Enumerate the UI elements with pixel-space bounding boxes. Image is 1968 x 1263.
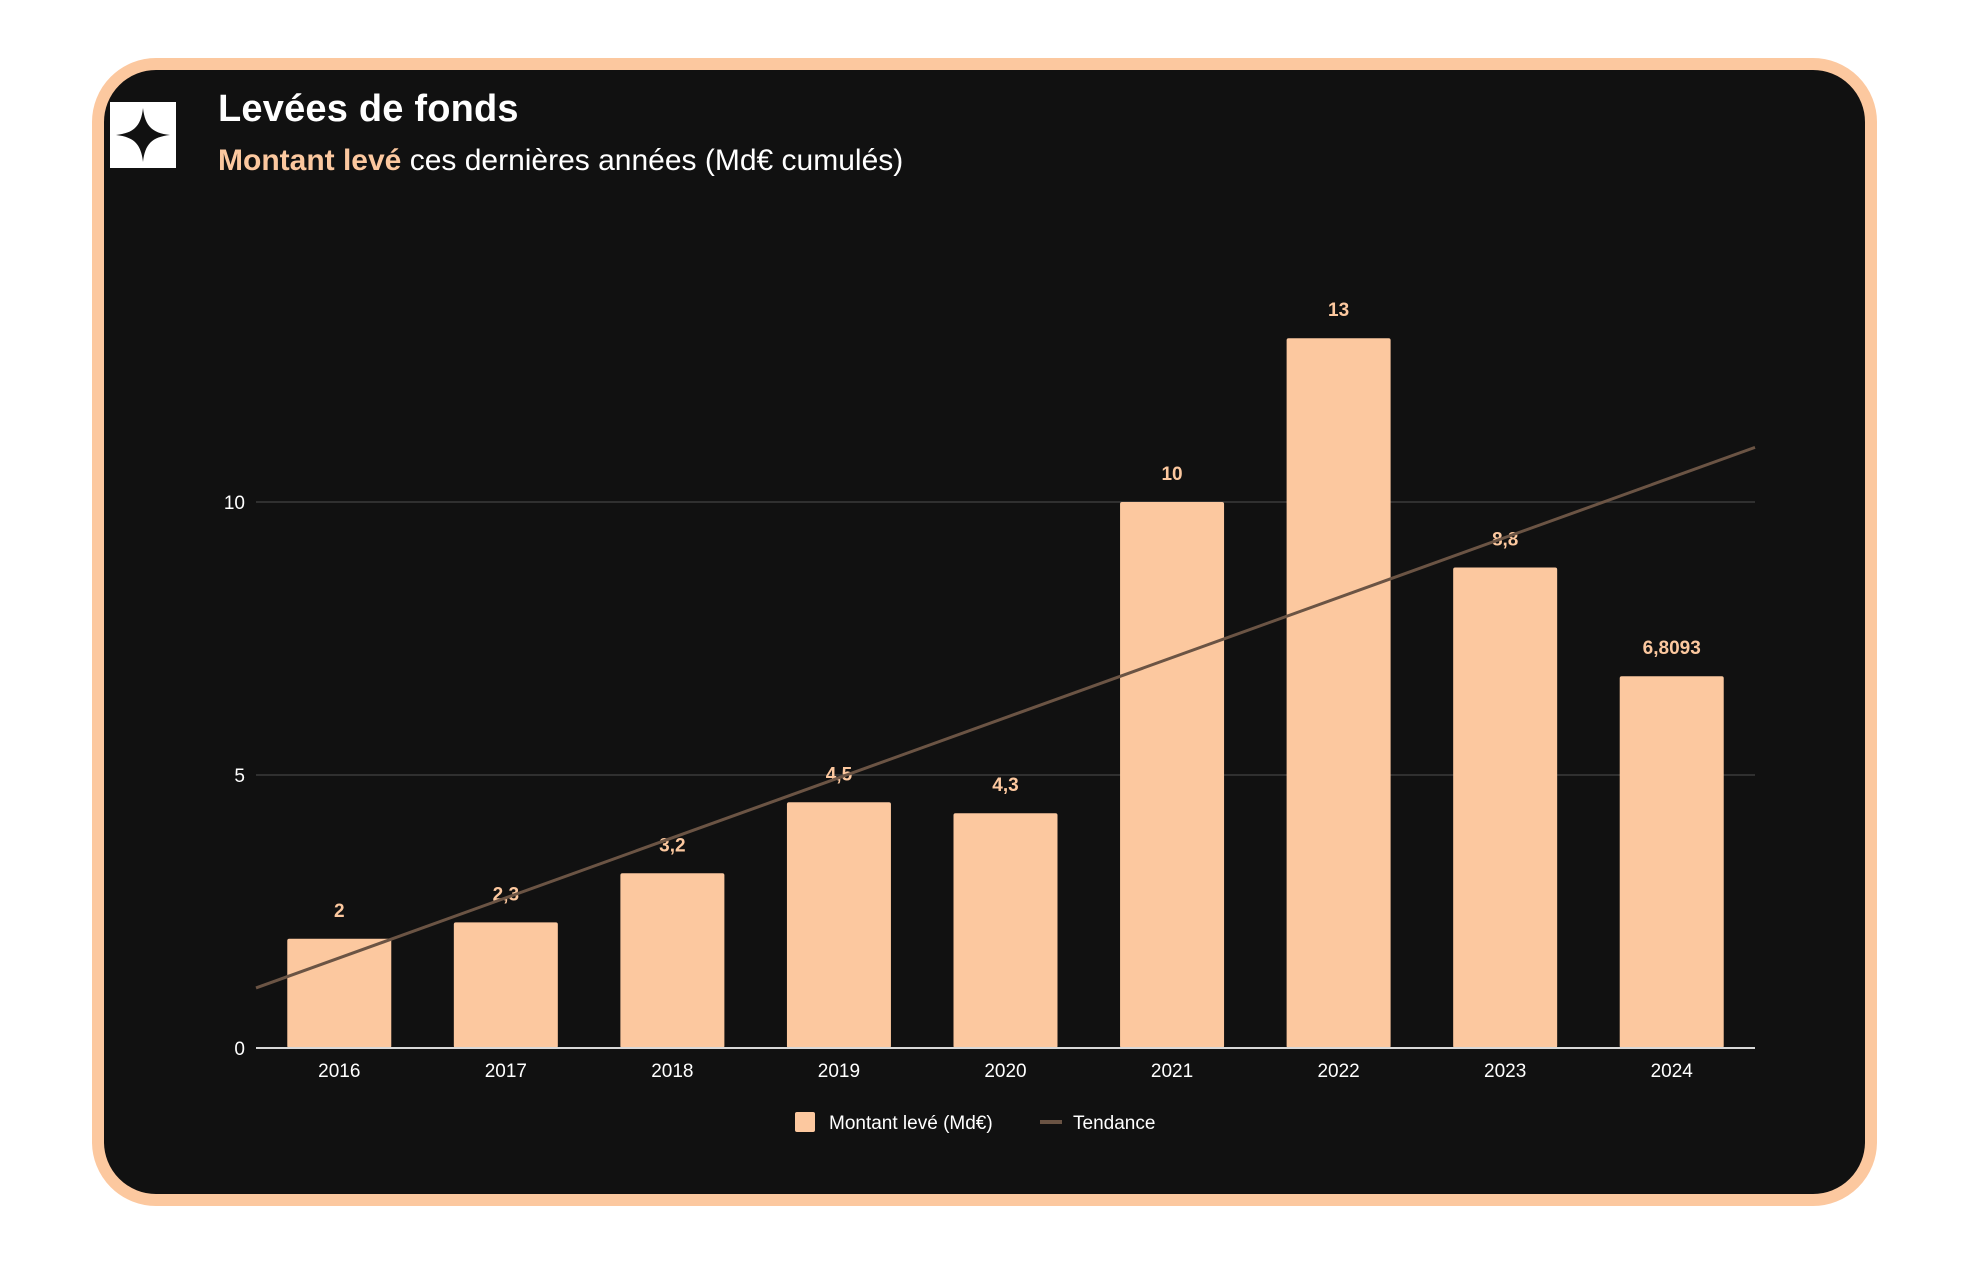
y-tick-label: 10 [224,493,245,514]
chart-subtitle: Montant levé ces dernières années (Md€ c… [218,144,903,178]
data-label: 4,3 [992,775,1018,796]
trend-line [255,445,1756,990]
data-label: 6,8093 [1643,638,1701,659]
bar [786,802,891,1048]
x-tick-label: 2017 [485,1061,527,1082]
bar [1286,338,1391,1048]
y-tick-label: 0 [234,1039,245,1060]
bar [620,873,725,1048]
x-tick-label: 2024 [1651,1061,1694,1082]
subtitle-accent: Montant levé [218,144,402,177]
subtitle-rest: ces dernières années (Md€ cumulés) [401,144,904,177]
x-tick-label: 2016 [318,1061,360,1082]
bar [1120,502,1225,1048]
x-tick-label: 2019 [818,1061,860,1082]
data-label: 13 [1328,300,1349,321]
logo [110,102,176,168]
bar [453,922,558,1048]
x-tick-label: 2021 [1151,1061,1193,1082]
legend-swatch-bars [795,1112,815,1132]
legend-label-bars: Montant levé (Md€) [829,1113,993,1134]
x-tick-label: 2022 [1317,1061,1359,1082]
data-label: 2 [334,901,345,922]
bar [287,938,392,1048]
chart-title: Levées de fonds [218,88,519,130]
y-tick-label: 5 [234,766,245,787]
x-tick-label: 2020 [984,1061,1026,1082]
x-tick-label: 2023 [1484,1061,1526,1082]
x-tick-label: 2018 [651,1061,693,1082]
bar [1453,567,1558,1048]
bar [953,813,1058,1048]
four-point-star-icon [116,108,170,162]
data-label: 10 [1161,464,1182,485]
bar [1619,676,1724,1048]
legend-label-trend: Tendance [1073,1113,1155,1134]
